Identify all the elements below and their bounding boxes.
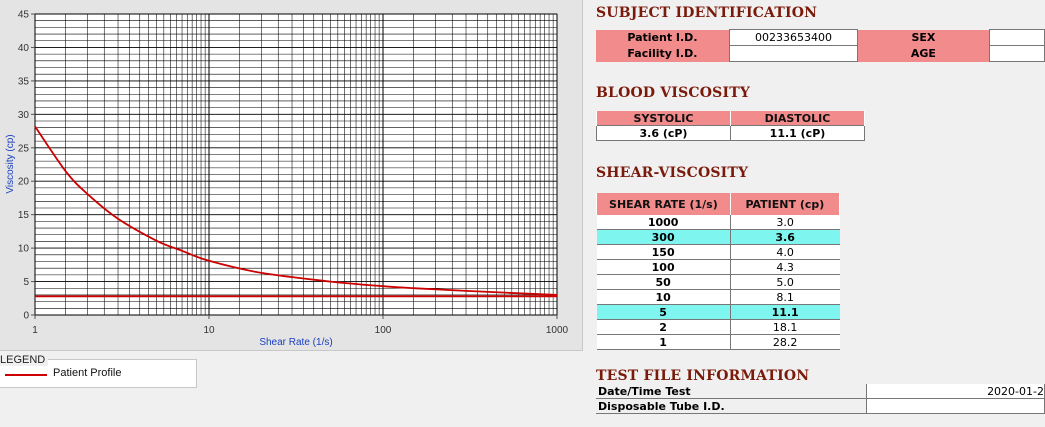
y-tick-label: 45 <box>18 10 30 21</box>
patient-id-label: Patient I.D. <box>596 29 730 46</box>
y-tick-label: 10 <box>18 244 30 255</box>
disposable-tube-id-label: Disposable Tube I.D. <box>596 398 867 414</box>
diastolic-label: DIASTOLIC <box>729 111 866 126</box>
y-tick-label: 20 <box>18 177 30 188</box>
shear-row: 300 3.6 <box>596 229 840 245</box>
shear-rate-cell: 100 <box>596 259 731 275</box>
sex-value <box>988 29 1045 46</box>
subject-identification-title: SUBJECT IDENTIFICATION <box>596 5 818 21</box>
disposable-tube-id-value <box>866 398 1045 414</box>
y-tick-label: 30 <box>18 110 30 121</box>
date-time-test-value: 2020-01-2 <box>866 384 1045 399</box>
shear-rate-cell: 2 <box>596 319 731 335</box>
y-tick-label: 5 <box>23 277 29 288</box>
blood-viscosity-table: SYSTOLIC DIASTOLIC 3.6 (cP) 11.1 (cP) <box>596 111 866 141</box>
patient-viscosity-cell: 4.3 <box>729 259 840 275</box>
shear-row: 150 4.0 <box>596 244 840 260</box>
shear-rate-cell: 1000 <box>596 215 731 230</box>
patient-viscosity-cell: 28.2 <box>729 334 840 350</box>
patient-cp-header: PATIENT (cp) <box>729 193 841 215</box>
shear-rate-cell: 300 <box>596 229 731 245</box>
legend-label-patient-profile: Patient Profile <box>53 367 122 379</box>
subject-table: Patient I.D. 00233653400 SEX Facility I.… <box>596 29 1045 62</box>
shear-row: 50 5.0 <box>596 274 840 290</box>
shear-rate-cell: 50 <box>596 274 731 290</box>
systolic-value: 3.6 (cP) <box>596 125 731 141</box>
patient-viscosity-cell: 3.6 <box>729 229 840 245</box>
series-line-patient-profile <box>34 125 558 296</box>
shear-rate-cell: 1 <box>596 334 731 350</box>
patient-viscosity-cell: 18.1 <box>729 319 840 335</box>
shear-viscosity-table: SHEAR RATE (1/s) PATIENT (cp) 1000 3.0 300… <box>596 193 841 350</box>
age-value <box>988 45 1045 62</box>
y-tick-label: 15 <box>18 210 30 221</box>
viscosity-chart: 0 5 10 15 20 25 30 35 40 45 1 10 100 1000 Shear Rate … <box>5 10 569 349</box>
shear-row: 1 28.2 <box>596 334 840 350</box>
sex-label: SEX <box>857 29 990 46</box>
y-tick-label: 40 <box>18 43 30 54</box>
patient-viscosity-cell: 5.0 <box>729 274 840 290</box>
shear-rate-cell: 10 <box>596 289 731 305</box>
shear-row: 5 11.1 <box>596 304 840 320</box>
y-tick-label: 0 <box>23 311 29 322</box>
x-tick-label: 1000 <box>546 325 569 336</box>
x-tick-label: 10 <box>203 325 215 336</box>
shear-rate-cell: 150 <box>596 244 731 260</box>
shear-rate-cell: 5 <box>596 304 731 320</box>
y-tick-label: 25 <box>18 143 30 154</box>
facility-id-label: Facility I.D. <box>596 45 730 62</box>
diastolic-value: 11.1 (cP) <box>729 125 866 141</box>
patient-viscosity-cell: 11.1 <box>729 304 840 320</box>
x-tick-label: 1 <box>32 325 38 336</box>
blood-viscosity-title: BLOOD VISCOSITY <box>596 85 751 101</box>
shear-row: 10 8.1 <box>596 289 840 305</box>
test-file-table: Date/Time Test 2020-01-2 Disposable Tube… <box>596 384 1045 414</box>
shear-rate-header: SHEAR RATE (1/s) <box>596 193 731 215</box>
date-time-test-label: Date/Time Test <box>596 384 867 399</box>
shear-viscosity-title: SHEAR-VISCOSITY <box>596 165 749 181</box>
y-tick-label: 35 <box>18 76 30 87</box>
test-file-info-title: TEST FILE INFORMATION <box>596 368 810 384</box>
shear-row: 1000 3.0 <box>596 215 840 230</box>
patient-id-value: 00233653400 <box>728 29 859 46</box>
legend-swatch-patient-profile <box>5 374 47 376</box>
systolic-label: SYSTOLIC <box>596 111 731 126</box>
patient-viscosity-cell: 4.0 <box>729 244 840 260</box>
x-axis-label: Shear Rate (1/s) <box>259 337 332 348</box>
shear-row: 2 18.1 <box>596 319 840 335</box>
legend-title: LEGEND <box>0 354 49 366</box>
viscosity-chart-panel: 0 5 10 15 20 25 30 35 40 45 1 10 100 1000 Shear Rate … <box>0 0 583 351</box>
patient-viscosity-cell: 3.0 <box>729 215 840 230</box>
y-axis-label: Viscosity (cp) <box>5 134 16 193</box>
facility-id-value <box>728 45 859 62</box>
age-label: AGE <box>857 45 990 62</box>
x-tick-label: 100 <box>375 325 392 336</box>
patient-viscosity-cell: 8.1 <box>729 289 840 305</box>
shear-row: 100 4.3 <box>596 259 840 275</box>
